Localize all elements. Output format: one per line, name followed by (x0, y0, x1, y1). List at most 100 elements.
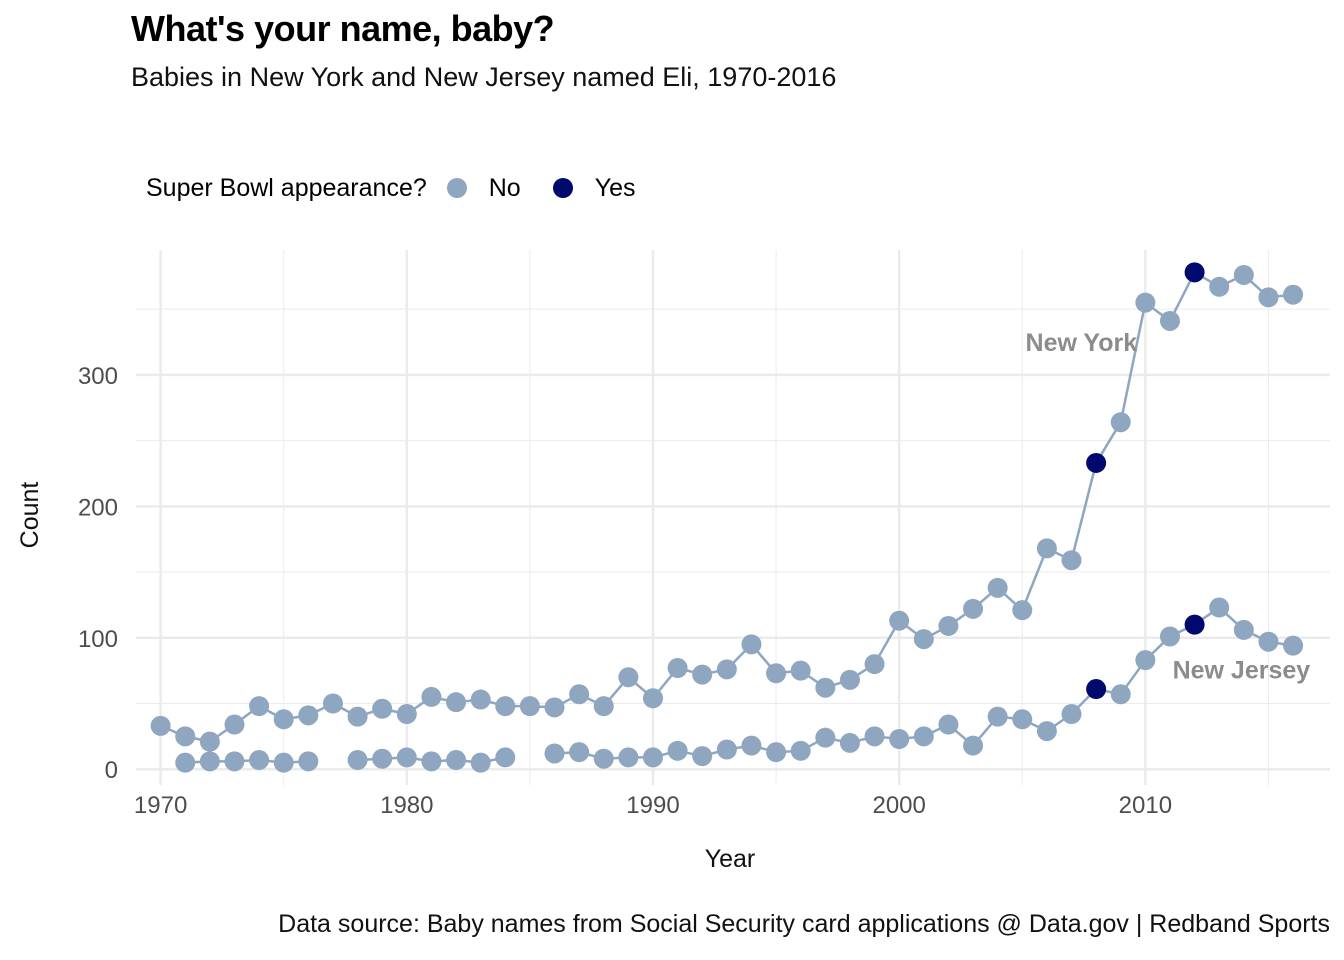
x-tick-label: 2000 (872, 792, 925, 819)
data-point (593, 696, 614, 717)
series-annotation: New Jersey (1173, 657, 1311, 685)
data-point (396, 747, 417, 768)
data-point (667, 740, 688, 761)
data-point (421, 751, 442, 772)
series-points (150, 262, 1304, 773)
data-point (569, 684, 590, 705)
data-point (1036, 721, 1057, 742)
data-point (692, 746, 713, 767)
data-point (298, 751, 319, 772)
data-point (1061, 550, 1082, 571)
data-point (692, 664, 713, 685)
data-point (470, 752, 491, 773)
legend-no-label: No (488, 173, 521, 202)
y-axis-label: Count (16, 482, 44, 549)
axes: 1970 1980 1990 2000 2010 0 100 200 300 (78, 363, 1172, 819)
data-point (618, 667, 639, 688)
data-point (790, 740, 811, 761)
data-point (938, 615, 959, 636)
data-point (1233, 619, 1254, 640)
data-point (889, 728, 910, 749)
data-point (1283, 635, 1304, 656)
data-point (224, 751, 245, 772)
data-point-super-bowl (1086, 452, 1107, 473)
x-tick-label: 2010 (1119, 792, 1172, 819)
data-point (224, 714, 245, 735)
data-point (347, 750, 368, 771)
data-point (987, 577, 1008, 598)
legend-yes-swatch (552, 178, 573, 198)
series-annotations: New York New Jersey (1026, 329, 1311, 684)
data-point (544, 697, 565, 718)
data-point (495, 747, 516, 768)
data-point (913, 726, 934, 747)
series-line-segment (1070, 462, 1098, 561)
data-point (372, 698, 393, 719)
series-line-segment (1021, 547, 1049, 611)
data-point (298, 705, 319, 726)
data-point (1012, 600, 1033, 621)
data-point (1135, 292, 1156, 313)
data-point (273, 709, 294, 730)
data-point (495, 696, 516, 717)
data-point (199, 731, 220, 752)
data-point (667, 658, 688, 679)
data-point (618, 747, 639, 768)
chart-caption: Data source: Baby names from Social Secu… (278, 910, 1330, 938)
data-point (372, 748, 393, 769)
data-point (1110, 412, 1131, 433)
data-point (322, 693, 343, 714)
data-point (913, 629, 934, 650)
data-point-super-bowl (1086, 679, 1107, 700)
data-point (1258, 287, 1279, 308)
data-point (766, 742, 787, 763)
x-tick-label: 1990 (626, 792, 679, 819)
data-point (249, 750, 270, 771)
data-point (642, 688, 663, 709)
x-tick-label: 1980 (380, 792, 433, 819)
data-point (1258, 631, 1279, 652)
legend: Super Bowl appearance? No Yes (146, 172, 636, 204)
data-point (1036, 538, 1057, 559)
data-point (249, 696, 270, 717)
data-point (1061, 704, 1082, 725)
data-point (1209, 597, 1230, 618)
legend-yes-label: Yes (594, 173, 636, 202)
data-point (396, 704, 417, 725)
data-point (150, 715, 171, 736)
x-tick-label: 1970 (134, 792, 187, 819)
data-point (963, 735, 984, 756)
series-line-segment (1119, 302, 1147, 423)
data-point (716, 659, 737, 680)
data-point (815, 727, 836, 748)
data-point (741, 634, 762, 655)
data-point (741, 735, 762, 756)
data-point (347, 706, 368, 727)
data-point (1135, 650, 1156, 671)
legend-no-swatch (446, 178, 467, 198)
chart-subtitle: Babies in New York and New Jersey named … (131, 62, 837, 92)
data-point (716, 739, 737, 760)
data-point (1159, 310, 1180, 331)
y-tick-label: 100 (78, 626, 118, 653)
data-point (175, 726, 196, 747)
data-point (963, 598, 984, 619)
data-point (864, 726, 885, 747)
legend-title: Super Bowl appearance? (146, 173, 427, 202)
y-tick-label: 0 (105, 757, 118, 784)
data-point (839, 732, 860, 753)
data-point (1110, 684, 1131, 705)
data-point (569, 742, 590, 763)
data-point (199, 751, 220, 772)
data-point (446, 692, 467, 713)
x-axis-label: Year (705, 845, 756, 873)
y-tick-label: 200 (78, 494, 118, 521)
data-point (1209, 276, 1230, 297)
gridlines (136, 250, 1330, 785)
data-point (1159, 626, 1180, 647)
data-point (1012, 709, 1033, 730)
y-tick-label: 300 (78, 363, 118, 390)
data-point (544, 743, 565, 764)
series-annotation: New York (1026, 329, 1138, 357)
